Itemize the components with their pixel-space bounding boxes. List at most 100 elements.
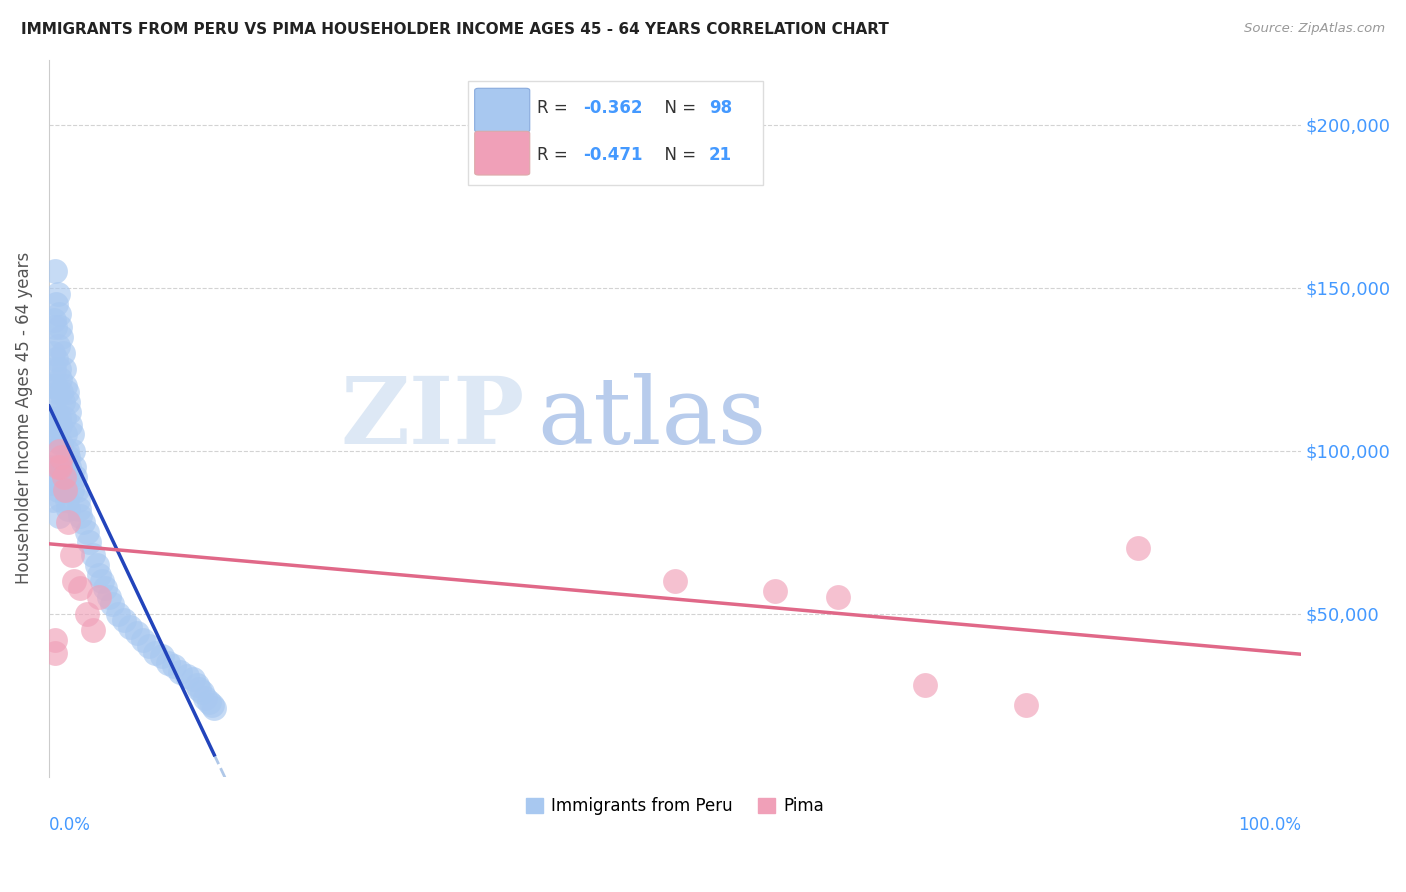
Point (150, 648, 173, 663)
Point (52, 460, 75, 475)
Point (66, 492, 89, 507)
Point (77, 535, 100, 549)
Point (45, 404, 67, 418)
Point (53, 483, 76, 497)
Text: -0.471: -0.471 (583, 146, 643, 164)
Text: atlas: atlas (537, 373, 766, 463)
Point (46, 434, 69, 448)
Point (48, 460, 70, 475)
Point (188, 681, 211, 696)
Point (763, 583, 786, 598)
Point (125, 626, 148, 640)
Point (41, 476, 63, 491)
Point (138, 640, 160, 654)
Point (51, 329, 73, 343)
Point (1014, 698, 1036, 712)
Point (45, 352, 67, 367)
Point (827, 591, 849, 605)
Point (87, 567, 110, 582)
Point (65, 470, 87, 484)
Point (44, 427, 66, 442)
Point (82, 548, 104, 562)
Point (46, 483, 69, 497)
Point (190, 685, 212, 699)
Point (98, 591, 121, 605)
Point (59, 417, 82, 432)
Text: 98: 98 (709, 99, 733, 118)
Point (69, 508, 91, 523)
Point (39, 411, 62, 425)
Text: 0.0%: 0.0% (49, 816, 91, 834)
Point (53, 470, 76, 484)
Point (58, 460, 80, 475)
Text: 100.0%: 100.0% (1239, 816, 1301, 834)
Point (44, 378, 66, 392)
Point (46, 339, 69, 353)
Point (49, 319, 72, 334)
Point (76, 525, 98, 540)
Point (46, 460, 69, 475)
Point (55, 385, 77, 400)
Text: N =: N = (654, 99, 702, 118)
Text: -0.362: -0.362 (583, 99, 643, 118)
Point (914, 678, 936, 692)
Point (67, 502, 90, 516)
Point (52, 394, 75, 409)
Point (63, 460, 86, 475)
Text: R =: R = (537, 146, 574, 164)
Point (44, 646, 66, 660)
Point (194, 691, 217, 706)
Point (56, 450, 79, 465)
Point (42, 492, 65, 507)
Point (63, 574, 86, 588)
Point (132, 632, 155, 647)
Point (82, 623, 104, 637)
Point (69, 581, 91, 595)
Legend: Immigrants from Peru, Pima: Immigrants from Peru, Pima (520, 790, 831, 822)
Point (45, 460, 67, 475)
Text: ZIP: ZIP (340, 373, 524, 463)
Point (48, 443, 70, 458)
Text: 21: 21 (709, 146, 733, 164)
Text: Source: ZipAtlas.com: Source: ZipAtlas.com (1244, 22, 1385, 36)
Point (42, 346, 65, 360)
Point (53, 378, 76, 392)
Point (44, 476, 66, 491)
Point (44, 319, 66, 334)
Point (42, 362, 65, 376)
Point (76, 607, 98, 621)
Point (202, 701, 225, 715)
Point (72, 516, 94, 530)
Text: R =: R = (537, 99, 574, 118)
Point (176, 668, 198, 682)
FancyBboxPatch shape (468, 81, 762, 185)
Point (120, 620, 142, 634)
Point (107, 607, 129, 621)
Point (1128, 541, 1150, 556)
Point (44, 264, 66, 278)
Point (42, 470, 65, 484)
Point (60, 427, 83, 442)
Point (53, 427, 76, 442)
Point (58, 404, 80, 418)
Point (51, 492, 73, 507)
Point (42, 394, 65, 409)
Point (46, 287, 69, 301)
Point (52, 346, 75, 360)
Point (90, 574, 112, 588)
Point (145, 646, 167, 660)
Point (53, 470, 76, 484)
Point (42, 417, 65, 432)
Point (41, 378, 63, 392)
Point (53, 483, 76, 497)
Point (86, 558, 108, 572)
Point (42, 313, 65, 327)
Point (48, 362, 70, 376)
Point (49, 476, 72, 491)
Point (53, 411, 76, 425)
Text: N =: N = (654, 146, 702, 164)
FancyBboxPatch shape (475, 131, 530, 175)
Point (53, 362, 76, 376)
Point (55, 492, 77, 507)
Point (41, 427, 63, 442)
